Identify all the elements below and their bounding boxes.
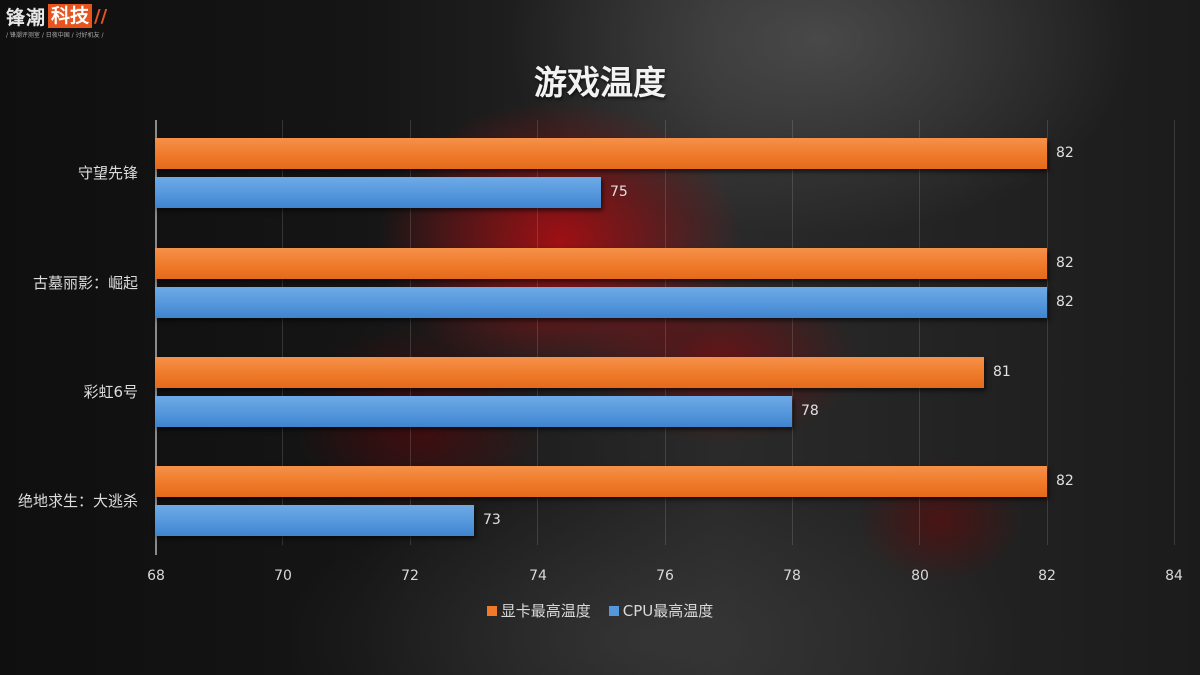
data-label: 82 <box>1056 145 1074 161</box>
logo-text-primary: 锋潮 <box>6 6 47 29</box>
x-tick-label: 78 <box>783 568 801 584</box>
legend-label: CPU最高温度 <box>622 602 714 620</box>
x-tick-label: 84 <box>1165 568 1183 584</box>
bar-cpu-pubg <box>155 505 474 536</box>
x-tick-label: 76 <box>656 568 674 584</box>
logo-subtitle: / 锋潮评测室 / 日夜中国 / 讨好机友 / <box>6 32 104 39</box>
bar-gpu-rainbow-six <box>155 357 984 388</box>
gridline <box>665 120 666 545</box>
gridline <box>282 120 283 545</box>
chart-legend: 显卡最高温度 CPU最高温度 <box>0 600 1200 621</box>
data-label: 82 <box>1056 294 1074 310</box>
data-label: 75 <box>610 184 628 200</box>
data-label: 82 <box>1056 255 1074 271</box>
plot-area: 82 75 82 82 81 78 82 73 <box>155 120 1175 555</box>
data-label: 82 <box>1056 473 1074 489</box>
data-label: 73 <box>483 512 501 528</box>
chart-title: 游戏温度 <box>534 63 666 102</box>
x-tick-label: 82 <box>1038 568 1056 584</box>
y-axis-line <box>155 120 157 555</box>
bar-cpu-overwatch <box>155 177 601 208</box>
x-tick-label: 80 <box>911 568 929 584</box>
x-tick-label: 68 <box>147 568 165 584</box>
data-label: 78 <box>801 403 819 419</box>
gridline <box>1174 120 1175 545</box>
bar-cpu-tomb-raider <box>155 287 1047 318</box>
legend-item-gpu: 显卡最高温度 <box>486 600 591 621</box>
legend-label: 显卡最高温度 <box>500 602 591 620</box>
logo-text-highlight: 科技 <box>48 4 93 28</box>
category-label: 守望先锋 <box>77 164 138 182</box>
category-label: 彩虹6号 <box>83 383 138 401</box>
bar-gpu-tomb-raider <box>155 248 1047 279</box>
gridline <box>919 120 920 545</box>
brand-logo: 锋潮 科技 // / 锋潮评测室 / 日夜中国 / 讨好机友 / <box>6 4 118 40</box>
bar-cpu-rainbow-six <box>155 396 792 427</box>
bar-gpu-pubg <box>155 466 1047 497</box>
data-label: 81 <box>993 364 1011 380</box>
legend-swatch-icon <box>608 605 619 616</box>
x-tick-label: 72 <box>401 568 419 584</box>
legend-swatch-icon <box>486 605 497 616</box>
bar-gpu-overwatch <box>155 138 1047 169</box>
logo-slash-icon: // <box>94 5 108 27</box>
category-label: 绝地求生：大逃杀 <box>17 492 138 510</box>
x-tick-label: 70 <box>274 568 292 584</box>
category-label: 古墓丽影：崛起 <box>32 274 138 292</box>
x-tick-label: 74 <box>529 568 547 584</box>
gridline <box>792 120 793 545</box>
gridline <box>537 120 538 545</box>
legend-item-cpu: CPU最高温度 <box>608 600 714 621</box>
gridline <box>410 120 411 545</box>
gridline <box>1047 120 1048 545</box>
